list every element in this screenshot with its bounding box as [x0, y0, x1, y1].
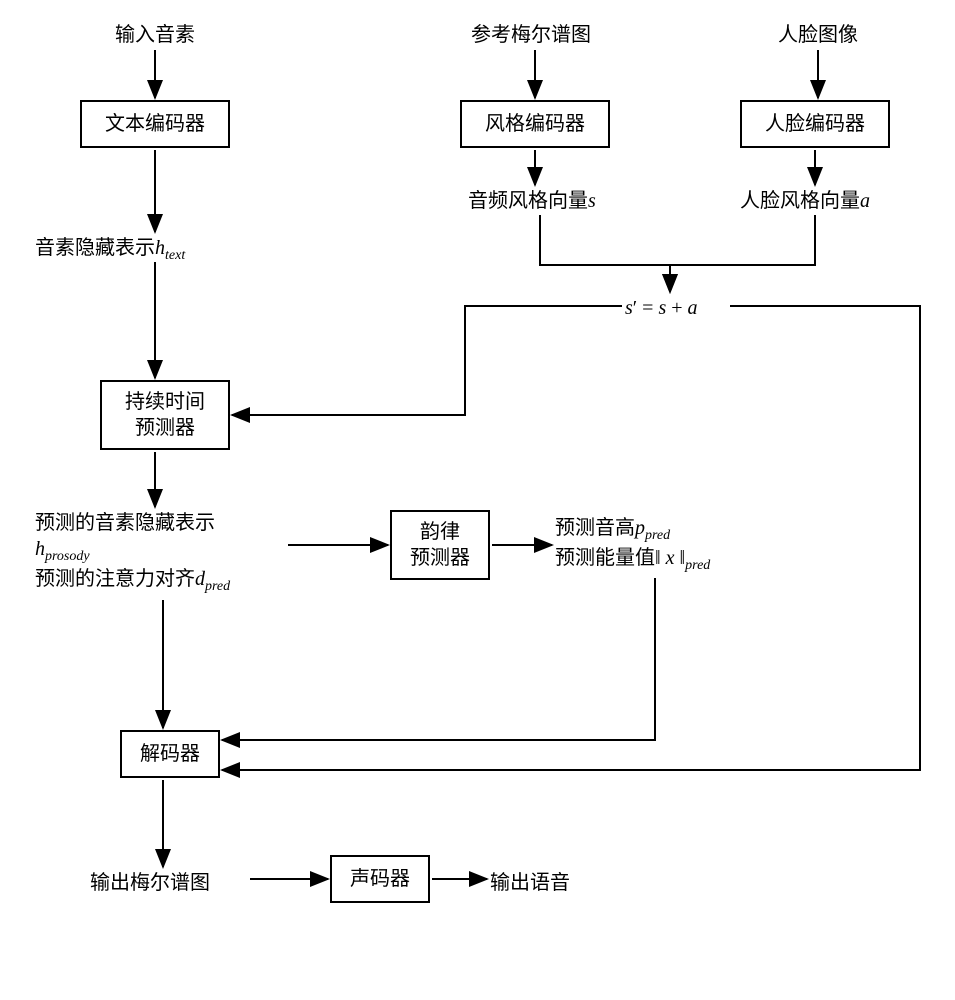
text-encoder-box: 文本编码器	[80, 100, 230, 148]
input-phoneme-label: 输入音素	[115, 22, 195, 48]
style-encoder-box: 风格编码器	[460, 100, 610, 148]
flowchart-arrows	[0, 0, 955, 1000]
face-image-label: 人脸图像	[778, 22, 858, 48]
prosody-predictor-box: 韵律 预测器	[390, 510, 490, 580]
decoder-label: 解码器	[140, 741, 200, 767]
h-prosody-block-label: 预测的音素隐藏表示hprosody预测的注意力对齐dpred	[35, 510, 295, 596]
face-encoder-box: 人脸编码器	[740, 100, 890, 148]
pitch-energy-label: 预测音高ppred预测能量值‖ x ‖pred	[555, 515, 815, 575]
text-encoder-label: 文本编码器	[105, 111, 205, 137]
style-encoder-label: 风格编码器	[485, 111, 585, 137]
ref-mel-label: 参考梅尔谱图	[471, 22, 591, 48]
out-mel-label: 输出梅尔谱图	[90, 870, 210, 896]
s-prime-label: s′ = s + a	[625, 295, 698, 321]
audio-vec-s-label: 音频风格向量s	[468, 188, 596, 214]
out-speech-label: 输出语音	[490, 870, 570, 896]
duration-predictor-box: 持续时间 预测器	[100, 380, 230, 450]
vocoder-box: 声码器	[330, 855, 430, 903]
prosody-predictor-label: 韵律 预测器	[410, 519, 470, 571]
face-vec-a-label: 人脸风格向量a	[740, 188, 870, 214]
vocoder-label: 声码器	[350, 866, 410, 892]
decoder-box: 解码器	[120, 730, 220, 778]
h-text-label: 音素隐藏表示htext	[35, 235, 185, 265]
face-encoder-label: 人脸编码器	[765, 111, 865, 137]
duration-predictor-label: 持续时间 预测器	[125, 389, 205, 441]
